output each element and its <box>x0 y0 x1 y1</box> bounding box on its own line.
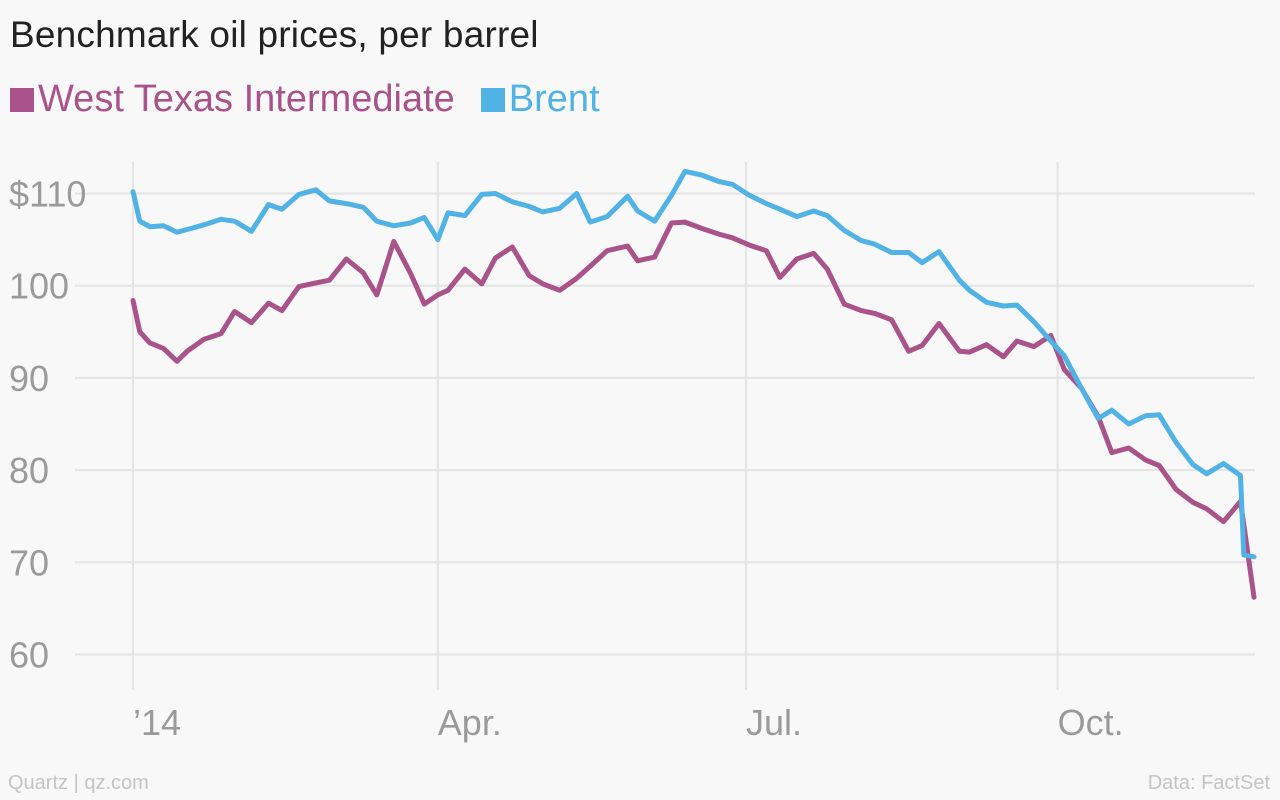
legend-label-brent: Brent <box>508 78 600 120</box>
legend-label-wti: West Texas Intermediate <box>38 78 455 120</box>
chart-legend: West Texas Intermediate Brent <box>10 78 626 121</box>
legend-item-wti: West Texas Intermediate <box>10 78 455 121</box>
legend-item-brent: Brent <box>480 78 600 121</box>
y-tick-label: 90 <box>9 358 49 399</box>
x-tick-label: Apr. <box>438 702 502 743</box>
y-tick-label: 60 <box>9 635 49 676</box>
x-tick-label: Jul. <box>746 702 802 743</box>
y-tick-label: 100 <box>9 266 69 307</box>
legend-swatch-brent <box>480 87 505 112</box>
x-tick-label: ’14 <box>133 702 181 743</box>
source-credit: Quartz | qz.com <box>8 772 149 794</box>
chart-title: Benchmark oil prices, per barrel <box>10 14 539 55</box>
data-source: Data: FactSet <box>1147 772 1270 794</box>
series-line-brent <box>130 168 1257 560</box>
legend-swatch-wti <box>10 87 34 112</box>
y-tick-label: $110 <box>9 174 86 215</box>
series-line-wti <box>130 219 1257 600</box>
y-tick-label: 80 <box>9 450 49 491</box>
y-tick-label: 70 <box>9 542 49 583</box>
x-tick-label: Oct. <box>1058 702 1124 743</box>
